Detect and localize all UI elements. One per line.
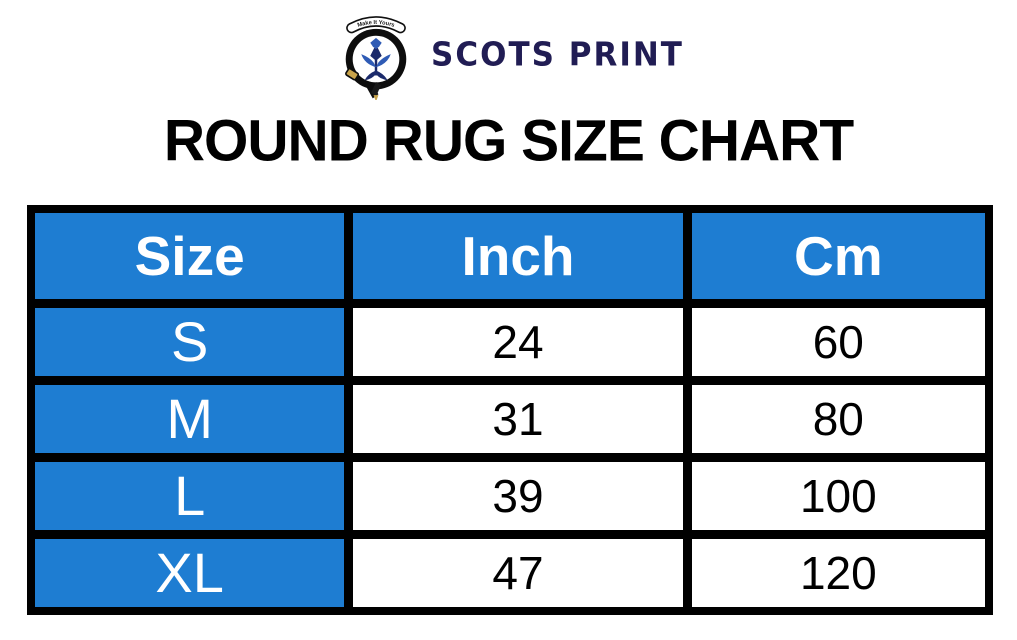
column-header-cm: Cm (691, 213, 985, 299)
row-m-size-cell: M (35, 385, 345, 453)
column-header-size: Size (35, 213, 345, 299)
row-xl-size-cell: XL (35, 539, 345, 607)
row-s-inch-cell: 24 (353, 308, 683, 376)
page-title: ROUND RUG SIZE CHART (163, 108, 854, 174)
brand-header: Make It Yours SCOTS PRINT (0, 0, 1017, 100)
thistle-crest-badge-icon: Make It Yours (345, 16, 407, 100)
brand-name: SCOTS PRINT (431, 36, 684, 74)
logo-motto: Make It Yours (357, 20, 395, 29)
size-chart-table: Size Inch Cm S 24 60 M 31 80 L 39 100 XL… (27, 205, 993, 615)
svg-text:Make It Yours: Make It Yours (357, 20, 395, 29)
column-header-inch: Inch (353, 213, 683, 299)
row-s-cm-cell: 60 (691, 308, 985, 376)
row-m-inch-cell: 31 (353, 385, 683, 453)
row-xl-inch-cell: 47 (353, 539, 683, 607)
row-l-size-cell: L (35, 462, 345, 530)
row-m-cm-cell: 80 (691, 385, 985, 453)
row-l-inch-cell: 39 (353, 462, 683, 530)
row-xl-cm-cell: 120 (691, 539, 985, 607)
row-l-cm-cell: 100 (691, 462, 985, 530)
row-s-size-cell: S (35, 308, 345, 376)
